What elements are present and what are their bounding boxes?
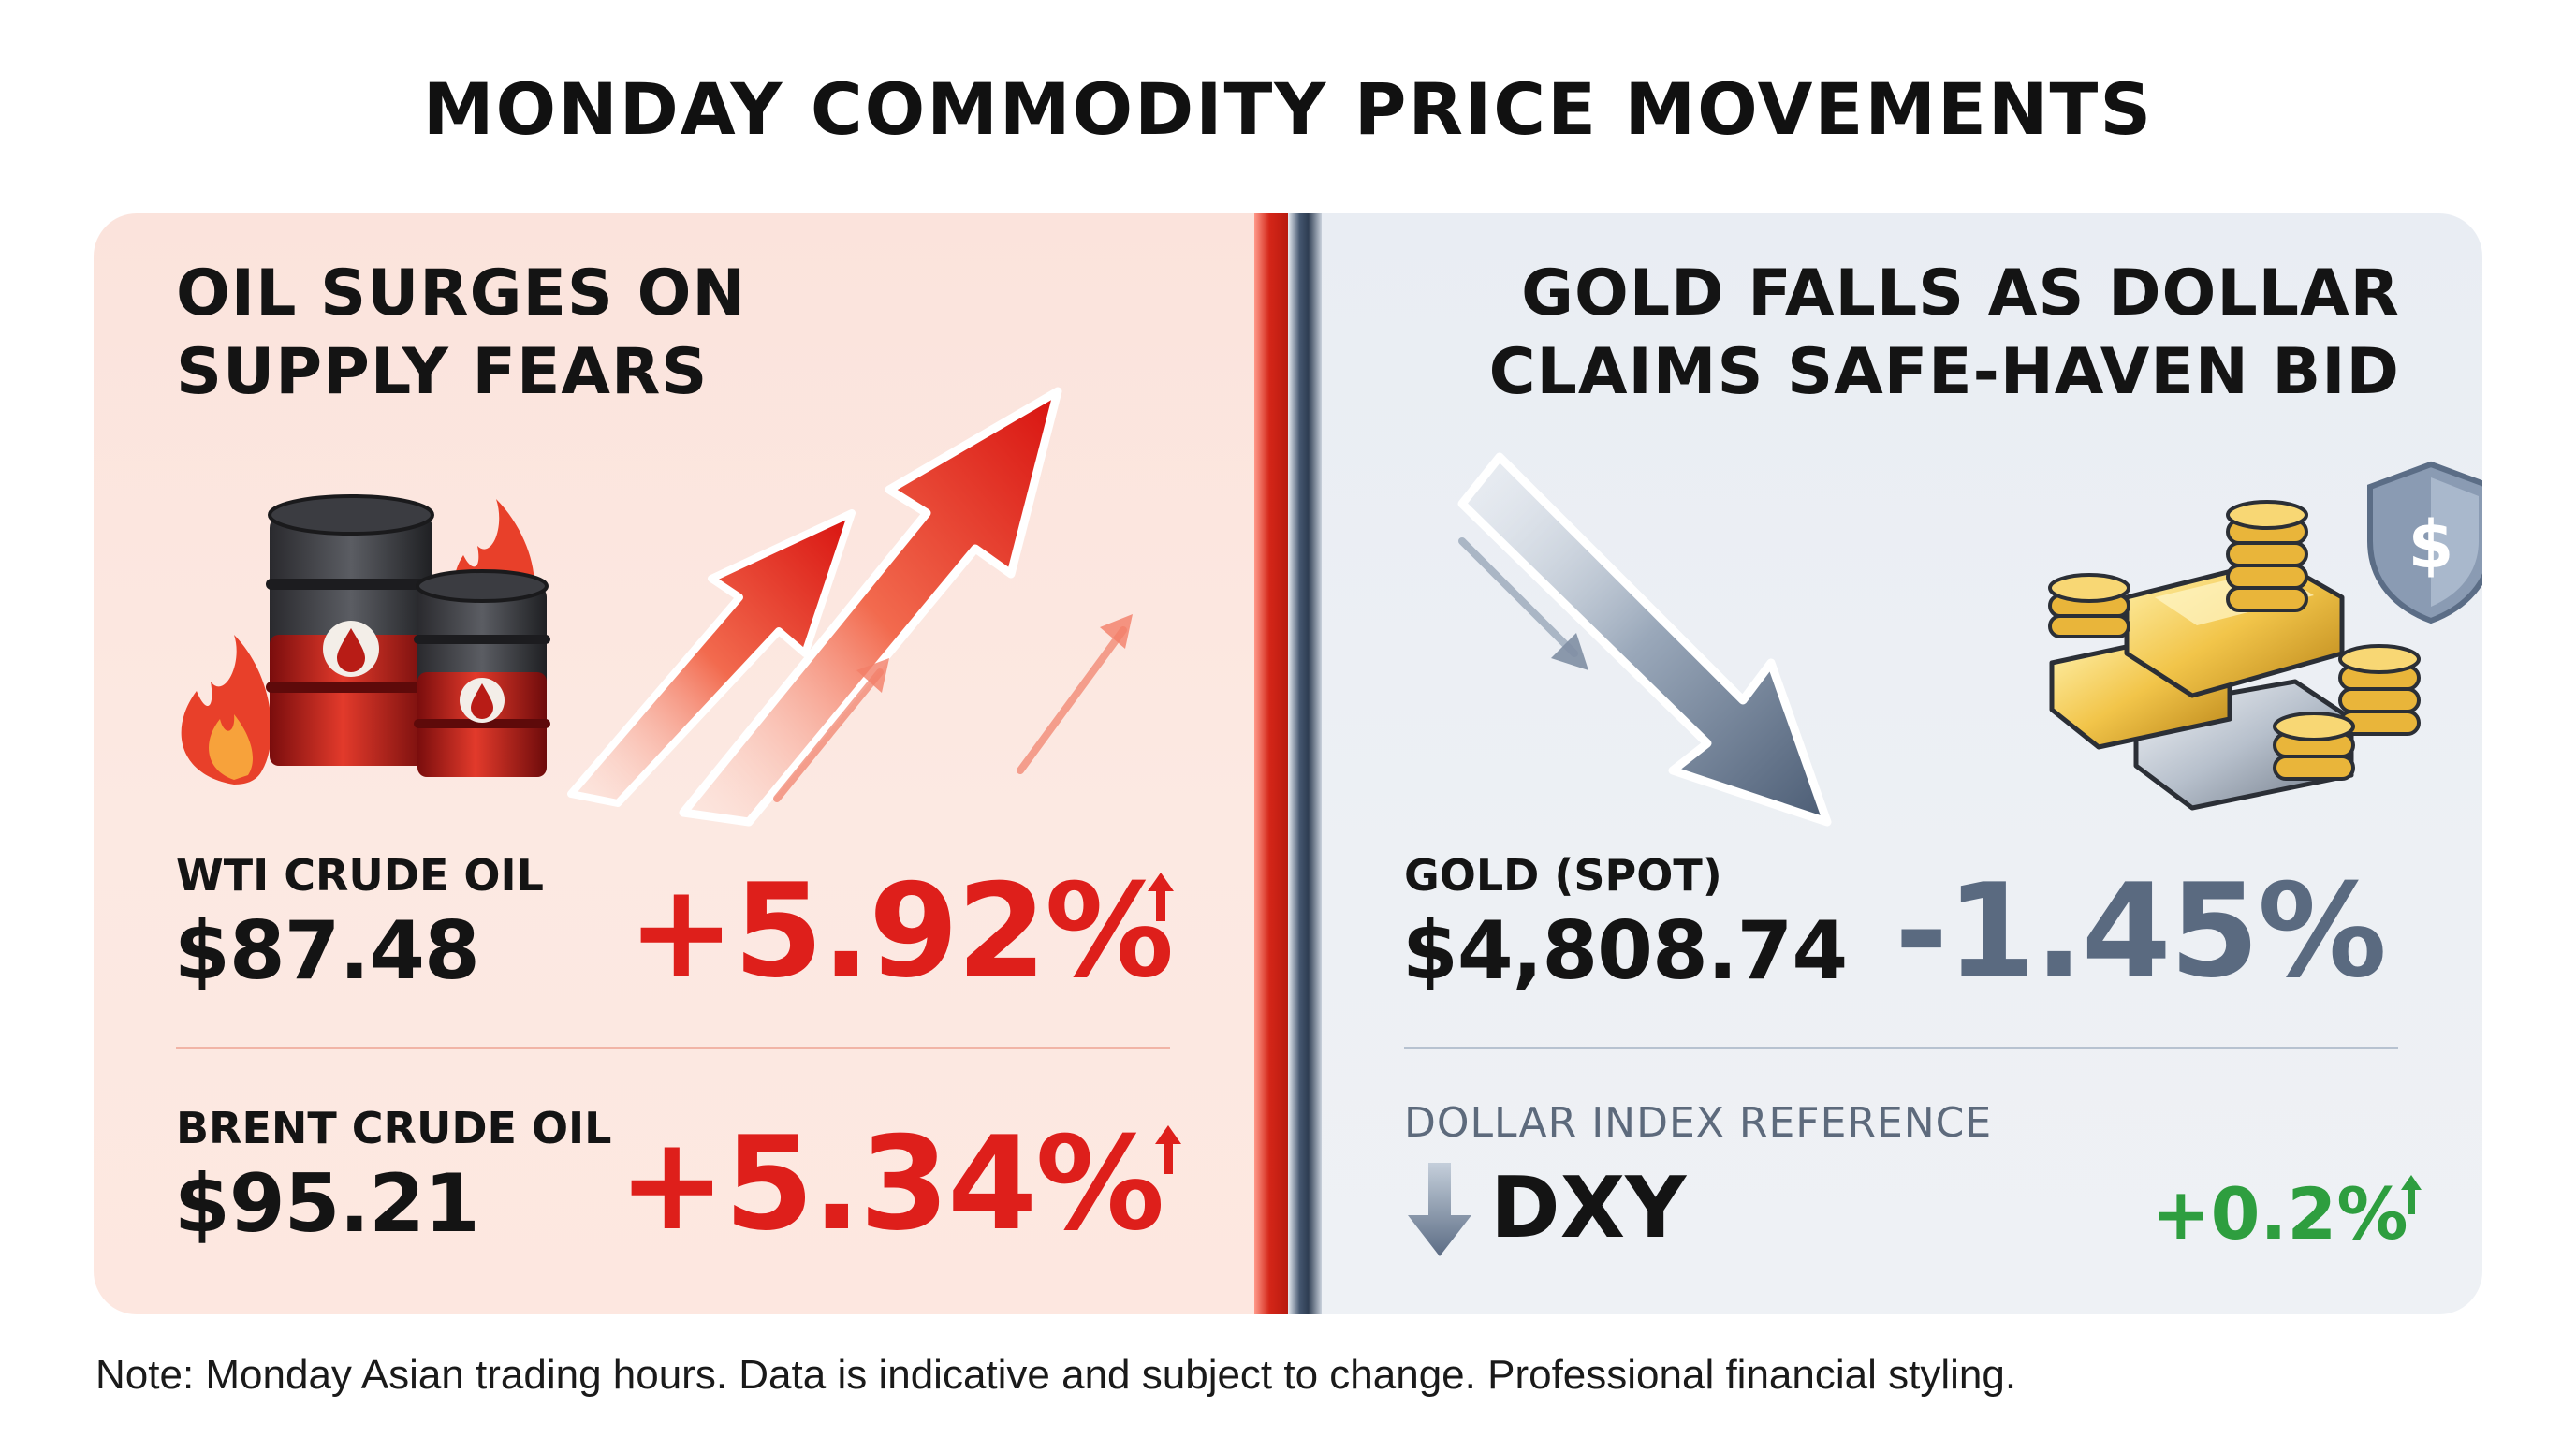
page-title: MONDAY COMMODITY PRICE MOVEMENTS xyxy=(422,67,2154,151)
up-arrow-icon xyxy=(773,658,889,802)
fire-icon xyxy=(181,635,271,785)
brent-change: +5.34% xyxy=(618,1108,1164,1259)
oil-headline-line2: SUPPLY FEARS xyxy=(176,335,709,409)
gold-headline: GOLD FALLS AS DOLLAR CLAIMS SAFE-HAVEN B… xyxy=(1370,255,2400,412)
shield-dollar-icon: $ xyxy=(2367,461,2482,624)
comparison-card: OIL SURGES ON SUPPLY FEARS xyxy=(94,213,2482,1314)
brent-label: BRENT CRUDE OIL xyxy=(176,1103,612,1153)
dollar-index-reference-label: DOLLAR INDEX REFERENCE xyxy=(1404,1099,1993,1147)
oil-barrel-icon xyxy=(414,569,550,777)
up-arrow-icon xyxy=(1148,873,1174,921)
footnote: Note: Monday Asian trading hours. Data i… xyxy=(95,1352,2017,1398)
down-arrow-icon xyxy=(1458,537,1588,670)
up-arrow-icon xyxy=(679,387,1062,827)
down-arrow-icon xyxy=(1457,452,1832,827)
shield-symbol: $ xyxy=(2408,506,2454,583)
panel-divider-blue xyxy=(1288,213,1322,1314)
gold-spot-label: GOLD (SPOT) xyxy=(1404,850,1722,901)
up-arrow-icon xyxy=(1155,1125,1181,1174)
up-arrow-icon xyxy=(567,509,856,807)
coin-stack-icon xyxy=(2226,500,2308,612)
wti-change: +5.92% xyxy=(627,856,1174,1006)
coin-stack-icon xyxy=(2048,573,2130,638)
coin-stack-icon xyxy=(2338,644,2421,736)
oil-headline-line1: OIL SURGES ON xyxy=(176,257,747,330)
panel-divider-red xyxy=(1254,213,1288,1314)
up-arrow-icon xyxy=(2401,1175,2422,1214)
up-arrow-icon xyxy=(1017,614,1133,774)
wti-label: WTI CRUDE OIL xyxy=(176,850,544,901)
gold-panel: GOLD FALLS AS DOLLAR CLAIMS SAFE-HAVEN B… xyxy=(1322,213,2482,1314)
brent-price: $95.21 xyxy=(174,1157,480,1251)
oil-barrel-icon xyxy=(266,494,436,766)
gold-spot-price: $4,808.74 xyxy=(1402,904,1848,998)
down-arrow-icon xyxy=(1408,1163,1471,1256)
gold-separator xyxy=(1404,1047,2398,1049)
oil-separator xyxy=(176,1047,1170,1049)
oil-headline: OIL SURGES ON SUPPLY FEARS xyxy=(176,255,925,412)
oil-panel: OIL SURGES ON SUPPLY FEARS xyxy=(94,213,1254,1314)
gold-spot-change: -1.45% xyxy=(1895,856,2387,1006)
coin-stack-icon xyxy=(2273,712,2355,781)
dxy-label: DXY xyxy=(1490,1159,1687,1257)
dxy-change: +0.2% xyxy=(2151,1172,2408,1255)
gold-headline-line2: CLAIMS SAFE-HAVEN BID xyxy=(1488,335,2400,409)
gold-headline-line1: GOLD FALLS AS DOLLAR xyxy=(1521,257,2400,330)
wti-price: $87.48 xyxy=(174,904,480,998)
